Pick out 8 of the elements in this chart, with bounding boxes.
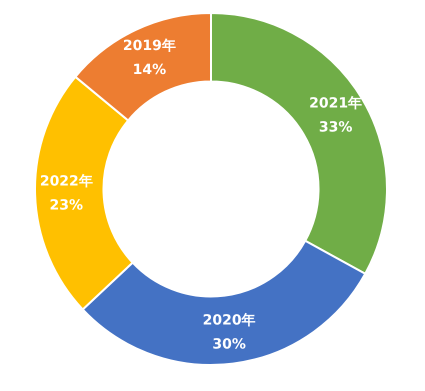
slice-label: 2021年 xyxy=(309,95,362,112)
data-label: 30% xyxy=(212,336,246,353)
data-label: 14% xyxy=(132,62,166,78)
data-label: 33% xyxy=(318,119,352,136)
slice-label: 2019年 xyxy=(122,38,176,54)
slice-label: 2022年 xyxy=(40,174,93,190)
slice-label: 2020年 xyxy=(202,312,256,329)
data-label: 23% xyxy=(50,198,84,214)
